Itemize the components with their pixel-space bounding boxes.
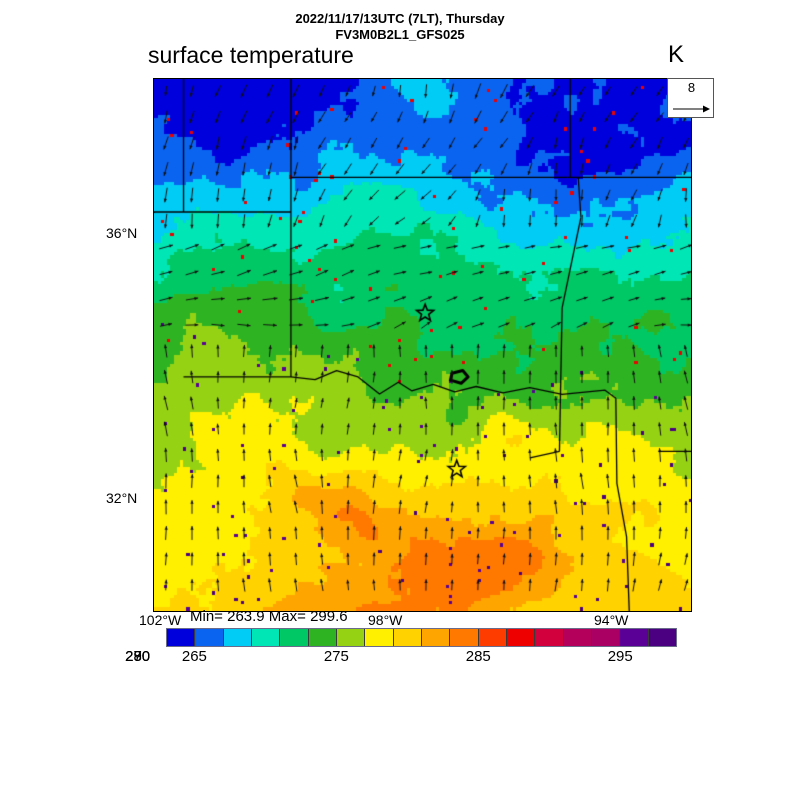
axis-label-lon-98: 98°W (368, 612, 403, 628)
colorbar-swatch (223, 629, 252, 646)
axis-label-lon-94: 94°W (594, 612, 629, 628)
colorbar-swatch (591, 629, 621, 646)
unit-label: K (668, 41, 685, 68)
colorbar-tick-label: 295 (607, 648, 633, 665)
colorbar-swatch (365, 629, 394, 646)
colorbar-tick-label: 285 (465, 648, 491, 665)
colorbar-swatch (195, 629, 224, 646)
colorbar-swatch (450, 629, 479, 646)
colorbar-tick-label: 265 (181, 648, 207, 665)
colorbar-tick-label: 270 (125, 648, 151, 665)
colorbar-tick-label: 280 (125, 648, 151, 665)
axis-label-lon-102: 102°W (139, 612, 182, 628)
colorbar-swatch (478, 629, 507, 646)
colorbar-swatch (251, 629, 281, 646)
colorbar-tick-label: 275 (323, 648, 349, 665)
minmax-annotation: Min= 263.9 Max= 299.6 (190, 608, 348, 625)
colorbar-swatch (535, 629, 564, 646)
axis-label-lat-32: 32°N (106, 490, 138, 506)
colorbar-swatch (506, 629, 536, 646)
wind-vector-overlay (154, 79, 691, 611)
colorbar-swatch (620, 629, 649, 646)
header-model-id: FV3M0B2L1_GFS025 (335, 27, 465, 42)
map-plot-area[interactable] (153, 78, 692, 612)
colorbar-tick-labels: 265 270 275 280 285 290 295 (125, 648, 677, 668)
axis-label-lat-36: 36°N (106, 225, 138, 241)
colorbar-swatch (336, 629, 366, 646)
colorbar-swatch (280, 629, 309, 646)
colorbar-swatch (308, 629, 337, 646)
page-title: surface temperature (148, 42, 354, 68)
colorbar[interactable] (166, 628, 677, 647)
colorbar-swatch (648, 629, 676, 646)
header-datetime: 2022/11/17/13UTC (7LT), Thursday (295, 11, 505, 26)
right-arrow-icon (673, 105, 710, 113)
wind-reference-box: 8 (667, 78, 714, 118)
colorbar-swatch (167, 629, 196, 646)
colorbar-swatch (421, 629, 451, 646)
colorbar-swatch (393, 629, 422, 646)
colorbar-swatch (563, 629, 592, 646)
colorbar-tick-label: 290 (125, 648, 151, 665)
wind-reference-value: 8 (687, 80, 696, 95)
